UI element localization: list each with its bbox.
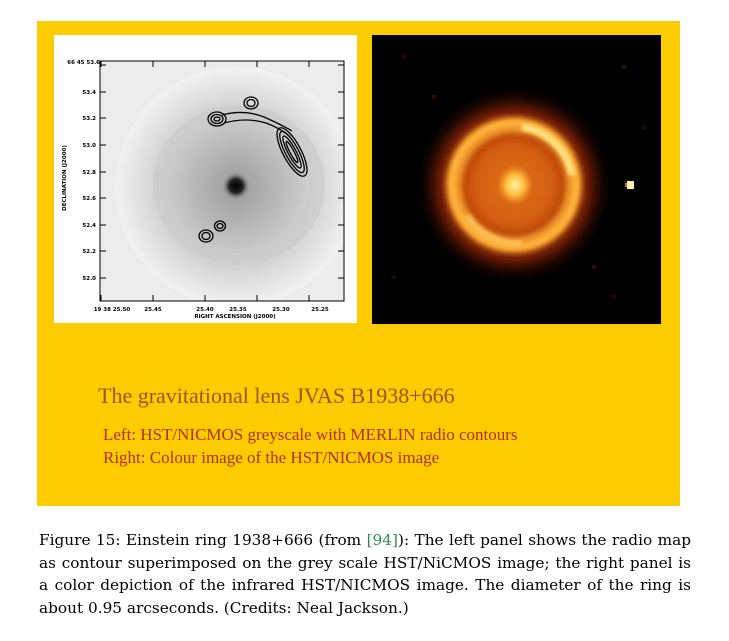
- figure-caption: Figure 15: Einstein ring 1938+666 (from …: [39, 529, 691, 619]
- greyscale-contour-panel: 66 45 53.6 53.4 53.2 53.0 52.8 52.6 52.4…: [54, 35, 357, 323]
- y-tick-label: 52.2: [82, 249, 96, 255]
- x-tick-label: 25.40: [196, 307, 214, 313]
- x-tick-label: 25.35: [229, 307, 247, 313]
- left-panel-description: Left: HST/NICMOS greyscale with MERLIN r…: [103, 425, 518, 444]
- colour-ring-image: [372, 35, 661, 324]
- poster-title: The gravitational lens JVAS B1938+666: [98, 383, 455, 408]
- central-galaxy: [497, 165, 533, 205]
- right-panel-description: Right: Colour image of the HST/NICMOS im…: [103, 448, 440, 467]
- y-tick-label: 66 45 53.6: [67, 60, 100, 66]
- x-tick-label: 25.30: [272, 307, 290, 313]
- y-tick-label: 52.8: [82, 170, 96, 176]
- caption-text: ): The left panel shows the radio map as…: [39, 531, 691, 617]
- lens-galaxy-core: [222, 172, 250, 200]
- plot-frame: [99, 60, 345, 302]
- y-tick-label: 52.6: [82, 196, 96, 202]
- x-tick-label: 25.45: [144, 307, 162, 313]
- x-axis-label: RIGHT ASCENSION (J2000): [194, 314, 276, 320]
- y-tick-label: 53.4: [82, 90, 96, 96]
- contour-plot: 66 45 53.6 53.4 53.2 53.0 52.8 52.6 52.4…: [62, 60, 345, 320]
- y-tick-label: 52.4: [82, 223, 96, 229]
- radio-contours: [198, 96, 308, 243]
- citation-link[interactable]: [94]: [366, 531, 398, 549]
- colour-image-panel: [372, 35, 661, 324]
- y-tick-label: 52.0: [82, 276, 96, 282]
- point-source: [627, 181, 634, 189]
- y-tick-label: 53.2: [82, 116, 96, 122]
- x-tick-label: 19 38 25.50: [94, 307, 131, 313]
- caption-prefix: Figure 15: Einstein ring 1938+666 (from: [39, 531, 367, 549]
- x-tick-label: 25.25: [311, 307, 329, 313]
- y-tick-label: 53.0: [82, 143, 96, 149]
- y-axis-label: DECLINATION (J2000): [62, 145, 68, 211]
